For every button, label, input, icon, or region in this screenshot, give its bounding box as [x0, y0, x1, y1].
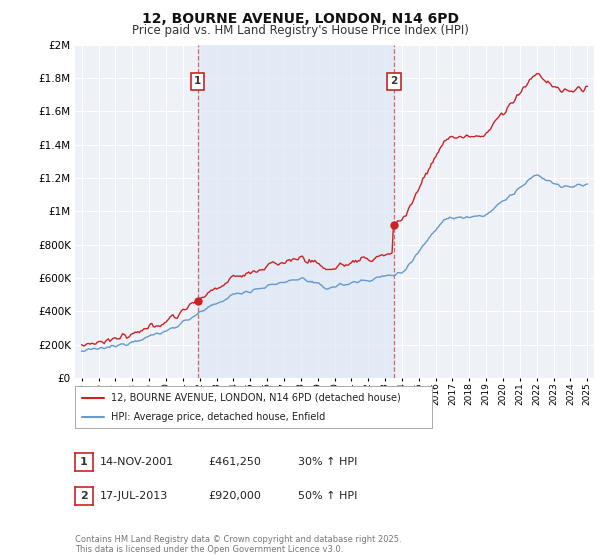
Text: £920,000: £920,000 — [208, 491, 261, 501]
Text: £461,250: £461,250 — [208, 457, 261, 467]
Bar — [197, 45, 394, 378]
Text: 2: 2 — [80, 491, 88, 501]
Text: 12, BOURNE AVENUE, LONDON, N14 6PD: 12, BOURNE AVENUE, LONDON, N14 6PD — [142, 12, 458, 26]
Text: Contains HM Land Registry data © Crown copyright and database right 2025.
This d: Contains HM Land Registry data © Crown c… — [75, 535, 401, 554]
Text: 1: 1 — [194, 77, 201, 86]
Text: Price paid vs. HM Land Registry's House Price Index (HPI): Price paid vs. HM Land Registry's House … — [131, 24, 469, 36]
Text: 50% ↑ HPI: 50% ↑ HPI — [298, 491, 358, 501]
Text: 30% ↑ HPI: 30% ↑ HPI — [298, 457, 358, 467]
Text: 14-NOV-2001: 14-NOV-2001 — [100, 457, 175, 467]
Text: 1: 1 — [80, 457, 88, 467]
Text: 17-JUL-2013: 17-JUL-2013 — [100, 491, 169, 501]
Text: 12, BOURNE AVENUE, LONDON, N14 6PD (detached house): 12, BOURNE AVENUE, LONDON, N14 6PD (deta… — [111, 393, 400, 403]
Text: 2: 2 — [391, 77, 398, 86]
Text: HPI: Average price, detached house, Enfield: HPI: Average price, detached house, Enfi… — [111, 412, 325, 422]
